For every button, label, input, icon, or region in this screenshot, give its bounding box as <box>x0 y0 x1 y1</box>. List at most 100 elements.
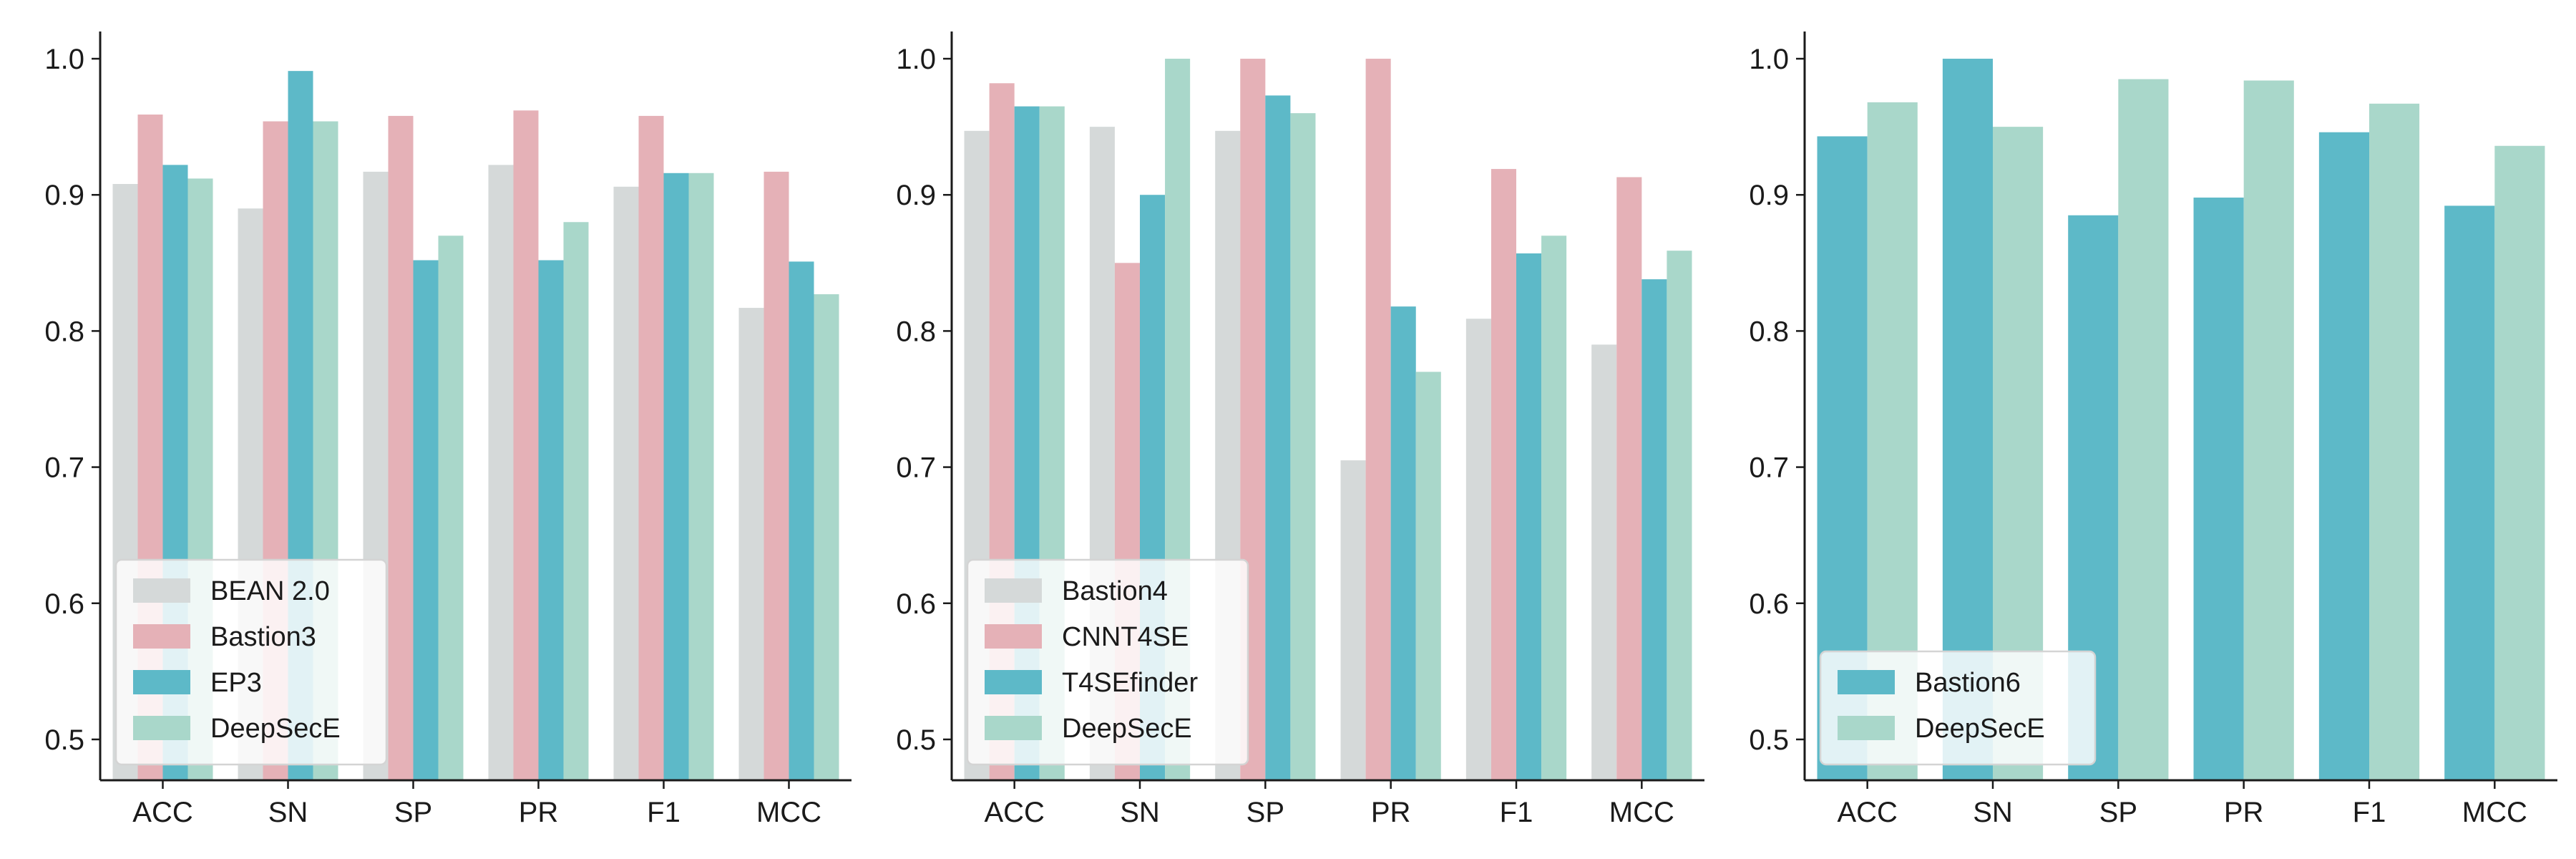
legend-label: BEAN 2.0 <box>210 576 330 606</box>
legend-label: DeepSecE <box>210 714 341 744</box>
x-tick-label: SP <box>1246 797 1284 828</box>
bar-deepsece-pr <box>563 222 589 780</box>
x-tick-label: ACC <box>984 797 1044 828</box>
bar-bean-2-0-mcc <box>738 308 764 780</box>
legend-frame <box>114 558 388 766</box>
x-tick-label: PR <box>519 797 559 828</box>
bar-bastion6-pr <box>2193 198 2244 780</box>
bar-cnnt4se-pr <box>1365 59 1391 781</box>
x-tick-label: F1 <box>647 797 680 828</box>
y-tick-label: 0.5 <box>1749 724 1789 756</box>
x-tick-label: F1 <box>1500 797 1533 828</box>
x-tick-label: MCC <box>1609 797 1674 828</box>
legend: Bastion4 CNNT4SE T4SEfinder DeepSecE <box>966 558 1249 766</box>
bar-bastion3-sp <box>388 115 414 780</box>
y-tick-label: 0.7 <box>896 452 936 484</box>
legend-swatch <box>1838 716 1895 740</box>
legend-label: EP3 <box>210 668 262 698</box>
bar-bastion3-f1 <box>638 115 664 780</box>
bar-ep3-mcc <box>789 261 814 780</box>
bar-deepsece-f1 <box>1541 236 1567 780</box>
y-tick-label: 0.6 <box>1749 588 1789 620</box>
x-tick-label: SN <box>1120 797 1160 828</box>
legend-label: DeepSecE <box>1915 714 2045 744</box>
legend-swatch <box>133 670 190 694</box>
legend-label: T4SEfinder <box>1062 668 1198 698</box>
y-tick-label: 0.6 <box>896 588 936 620</box>
y-tick-label: 1.0 <box>1749 44 1789 75</box>
x-tick-label: SN <box>268 797 308 828</box>
legend: BEAN 2.0 Bastion3 EP3 DeepSecE <box>114 558 388 766</box>
chart-panel-2: 0.5 0.6 0.7 0.8 0.9 1.0 ACC SN SP PR F1 MCC Bastion4… <box>896 31 1704 828</box>
bar-deepsece-mcc <box>2494 145 2545 780</box>
y-tick-label: 0.7 <box>1749 452 1789 484</box>
bar-t4sefinder-sp <box>1265 95 1291 780</box>
legend-swatch <box>1838 670 1895 694</box>
bar-deepsece-pr <box>2243 80 2294 781</box>
bar-deepsece-mcc <box>814 294 839 780</box>
x-tick-label: ACC <box>1837 797 1897 828</box>
bar-deepsece-sp <box>2118 79 2169 780</box>
x-tick-label: PR <box>1371 797 1411 828</box>
bar-ep3-sp <box>413 260 439 780</box>
chart-panel-3: 0.5 0.6 0.7 0.8 0.9 1.0 ACC SN SP PR F1 MCC Bastion6… <box>1749 31 2557 828</box>
y-tick-label: 0.9 <box>1749 180 1789 211</box>
chart-panel-1: 0.5 0.6 0.7 0.8 0.9 1.0 ACC SN SP PR F1 MCC BEAN 2.0… <box>44 31 852 828</box>
bar-t4sefinder-mcc <box>1641 279 1667 780</box>
y-tick-label: 0.7 <box>44 452 84 484</box>
bar-bastion3-pr <box>513 110 539 780</box>
bar-bean-2-0-f1 <box>613 186 639 780</box>
legend-swatch <box>985 716 1042 740</box>
bar-deepsece-f1 <box>2369 103 2420 781</box>
y-tick-label: 0.8 <box>896 316 936 347</box>
legend-swatch <box>985 578 1042 603</box>
legend-swatch <box>133 578 190 603</box>
legend: Bastion6 DeepSecE <box>1819 650 2097 766</box>
y-tick-label: 0.5 <box>44 724 84 756</box>
legend-swatch <box>133 624 190 649</box>
y-tick-label: 0.9 <box>44 180 84 211</box>
y-tick-label: 1.0 <box>44 44 84 75</box>
bar-bastion3-mcc <box>763 171 789 780</box>
legend-label: Bastion4 <box>1062 576 1168 606</box>
x-tick-label: SP <box>2099 797 2137 828</box>
y-tick-label: 0.8 <box>44 316 84 347</box>
bar-bean-2-0-pr <box>488 165 514 780</box>
bar-bastion4-f1 <box>1465 319 1491 780</box>
bar-ep3-f1 <box>663 173 689 781</box>
bar-deepsece-f1 <box>688 173 714 781</box>
legend-frame <box>966 558 1249 766</box>
legend-swatch <box>985 670 1042 694</box>
x-tick-label: F1 <box>2353 797 2386 828</box>
bar-bastion4-mcc <box>1591 344 1617 780</box>
bar-cnnt4se-f1 <box>1491 169 1516 780</box>
bar-deepsece-mcc <box>1667 251 1692 780</box>
y-tick-label: 0.6 <box>44 588 84 620</box>
legend-label: Bastion3 <box>210 622 316 652</box>
bar-cnnt4se-mcc <box>1616 177 1642 781</box>
x-tick-label: MCC <box>2462 797 2527 828</box>
y-tick-label: 0.5 <box>896 724 936 756</box>
bar-bastion4-pr <box>1340 460 1366 780</box>
x-tick-label: ACC <box>132 797 192 828</box>
y-tick-label: 0.8 <box>1749 316 1789 347</box>
x-tick-label: PR <box>2224 797 2264 828</box>
x-tick-label: MCC <box>756 797 821 828</box>
legend-label: CNNT4SE <box>1062 622 1189 652</box>
bar-deepsece-sp <box>438 236 464 780</box>
bar-ep3-pr <box>538 260 564 780</box>
bar-t4sefinder-f1 <box>1516 253 1542 780</box>
x-tick-label: SP <box>394 797 432 828</box>
bar-t4sefinder-pr <box>1390 306 1416 780</box>
bar-deepsece-pr <box>1415 372 1441 780</box>
bar-deepsece-sp <box>1290 113 1316 781</box>
legend-label: Bastion6 <box>1915 668 2021 698</box>
bar-bastion6-mcc <box>2444 205 2495 780</box>
y-tick-label: 0.9 <box>896 180 936 211</box>
bar-bastion6-f1 <box>2318 132 2369 781</box>
legend-swatch <box>985 624 1042 649</box>
y-tick-label: 1.0 <box>896 44 936 75</box>
x-tick-label: SN <box>1973 797 2013 828</box>
legend-label: DeepSecE <box>1062 714 1192 744</box>
